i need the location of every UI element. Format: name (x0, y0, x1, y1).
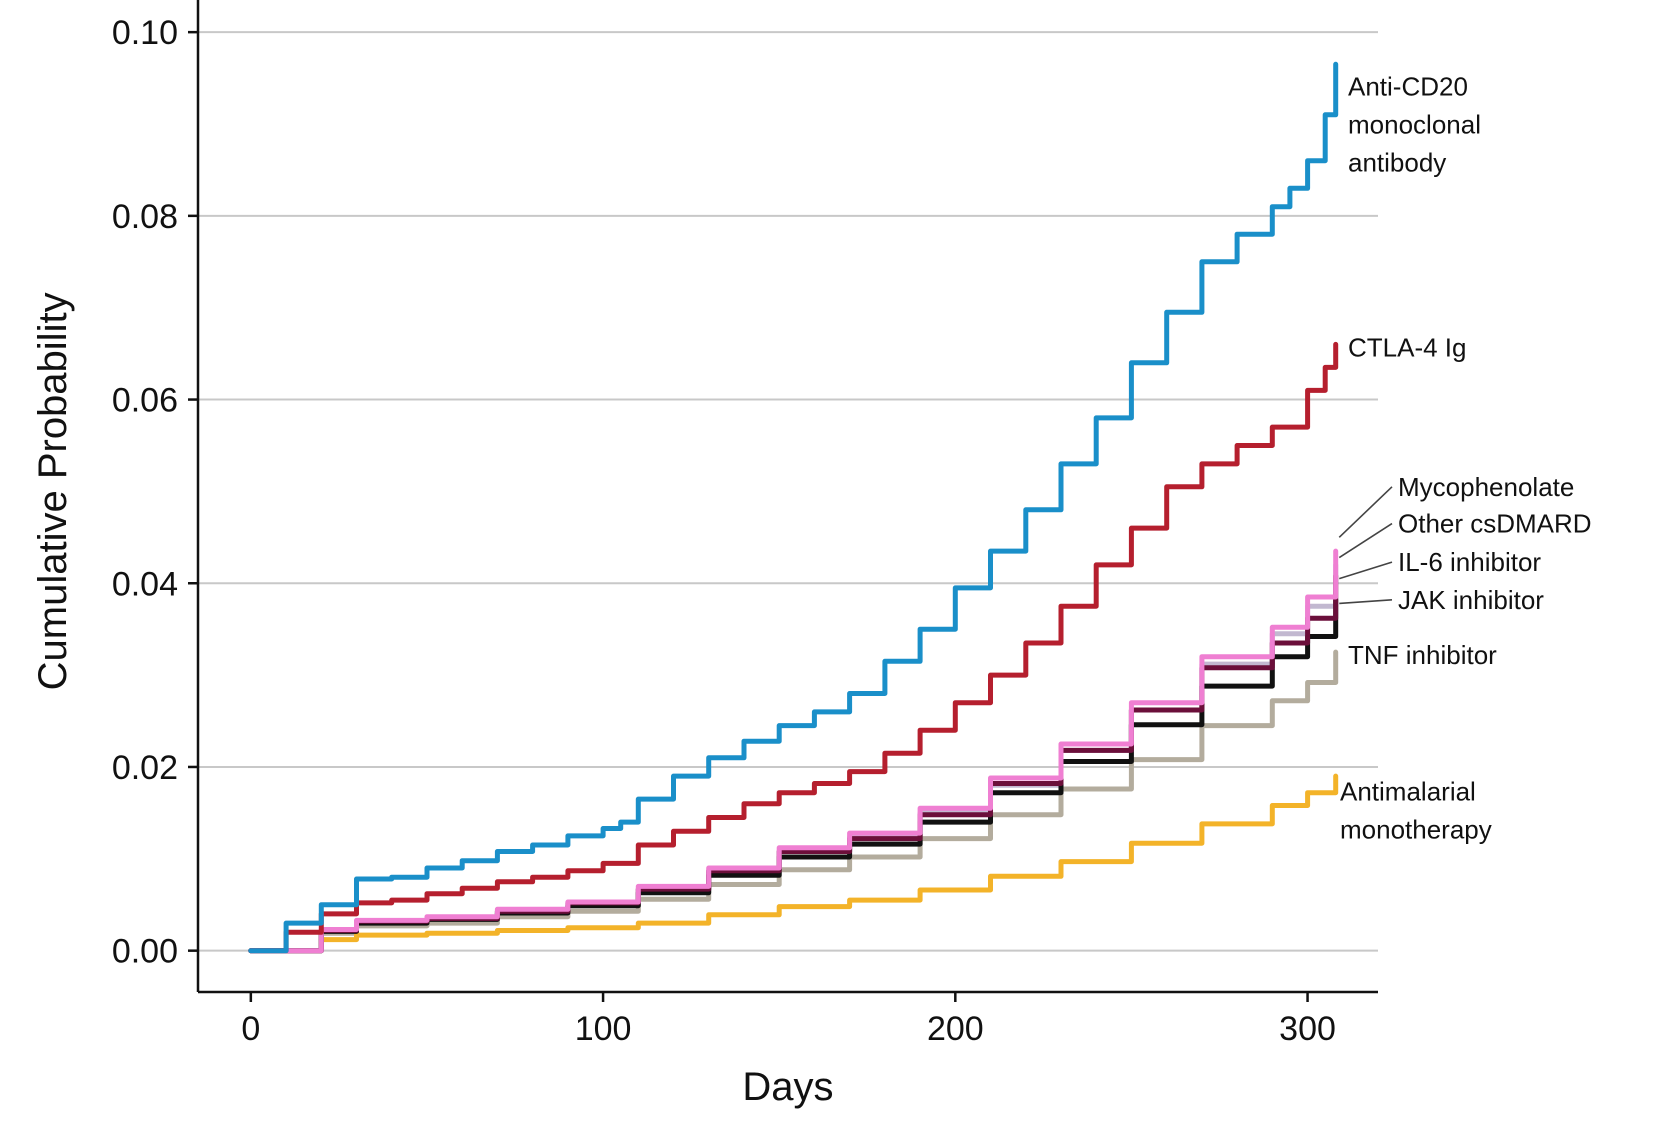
series-label-antimalarial-monotherapy: Antimalarial (1340, 777, 1476, 807)
y-tick-label: 0.08 (112, 198, 178, 236)
label-leader-mycophenolate (1338, 486, 1393, 538)
y-tick-label: 0.02 (112, 749, 178, 787)
series-label-antimalarial-monotherapy: monotherapy (1340, 815, 1492, 845)
y-axis-title: Cumulative Probability (31, 292, 75, 690)
series-line-other-csdmard (248, 548, 1339, 954)
series-label-jak-inhibitor: JAK inhibitor (1398, 585, 1544, 615)
ticks-layer: 0.00 0.02 0.04 0.06 0.08 0.10 0 100 200 300 (112, 14, 1336, 1048)
y-tick-label: 0.06 (112, 382, 178, 420)
series-label-tnf-inhibitor: TNF inhibitor (1348, 640, 1497, 670)
x-tick-label: 200 (927, 1010, 984, 1048)
x-tick-label: 100 (575, 1010, 632, 1048)
series-label-anti-cd20-monoclonal-antibody: Anti-CD20 (1348, 71, 1468, 101)
series-label-ctla-4-ig: CTLA-4 Ig (1348, 332, 1467, 362)
series-labels-layer: Anti-CD20 monoclonal antibody CTLA-4 Ig Myco… (1338, 71, 1592, 845)
series-layer (248, 61, 1339, 954)
series-line-anti-cd20-monoclonal-antibody (248, 61, 1339, 954)
series-line-ctla-4-ig (248, 341, 1339, 954)
grid-layer (198, 31, 1378, 952)
series-label-anti-cd20-monoclonal-antibody: monoclonal (1348, 109, 1481, 139)
y-tick-label: 0.00 (112, 933, 178, 971)
series-label-mycophenolate: Mycophenolate (1398, 472, 1574, 502)
x-tick-label: 0 (241, 1010, 260, 1048)
y-tick-label: 0.10 (112, 14, 178, 52)
series-label-anti-cd20-monoclonal-antibody: antibody (1348, 147, 1446, 177)
label-leader-other-csdmard (1338, 522, 1393, 559)
x-axis-title: Days (742, 1065, 833, 1109)
series-line-antimalarial-monotherapy (248, 773, 1339, 954)
series-line-il-6-inhibitor (248, 573, 1339, 954)
axes-layer (196, 0, 1378, 994)
series-label-il-6-inhibitor: IL-6 inhibitor (1398, 547, 1541, 577)
y-tick-label: 0.04 (112, 565, 178, 603)
label-leader-jak-inhibitor (1339, 598, 1393, 605)
x-tick-label: 300 (1279, 1010, 1336, 1048)
series-label-other-csdmard: Other csDMARD (1398, 509, 1592, 539)
label-leader-il-6-inhibitor (1339, 561, 1393, 580)
